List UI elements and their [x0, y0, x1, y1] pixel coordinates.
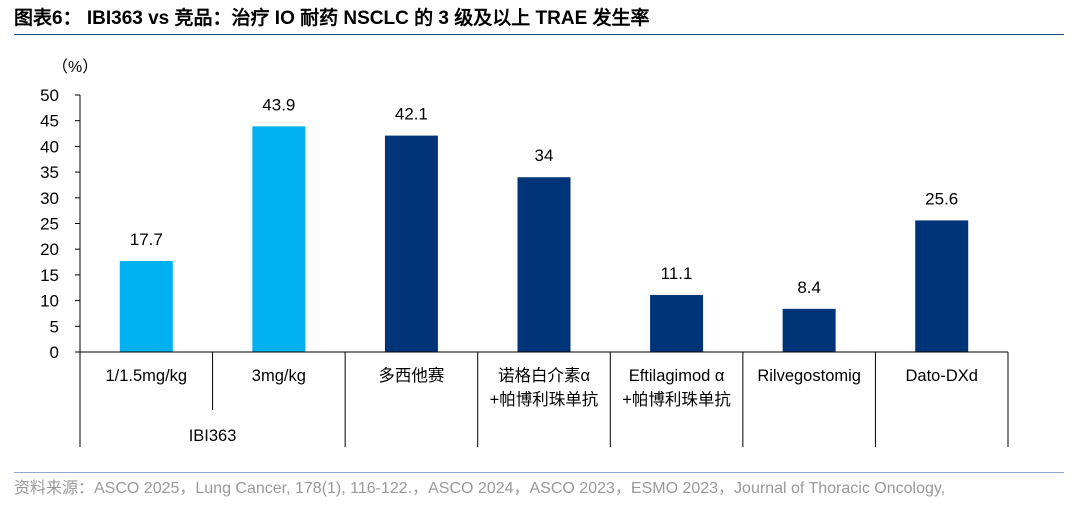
y-tick-label: 30 [40, 189, 59, 208]
source-note: 资料来源：ASCO 2025，Lung Cancer, 178(1), 116-… [14, 480, 946, 497]
bar-6 [782, 308, 836, 352]
y-tick-label: 50 [40, 86, 59, 105]
group-label: IBI363 [189, 427, 237, 445]
category-label-5: +帕博利珠单抗 [622, 390, 731, 409]
bar-2 [252, 126, 306, 352]
bar-chart: （%） 0 5 10 15 20 25 30 35 40 45 50 17.7 43.9 42.1 34 11… [40, 58, 1009, 447]
y-tick-label: 20 [40, 240, 59, 259]
category-label-4: +帕博利珠单抗 [490, 390, 599, 409]
y-tick-label: 15 [40, 266, 59, 285]
category-label-2: 3mg/kg [252, 367, 306, 385]
value-label-6: 8.4 [797, 278, 821, 297]
y-tick-label: 5 [50, 317, 59, 336]
category-label-7: Dato-DXd [905, 367, 977, 385]
y-tick-label: 10 [40, 292, 59, 311]
value-label-1: 17.7 [130, 230, 163, 249]
category-label-5: Eftilagimod α [629, 367, 725, 385]
category-label-1: 1/1.5mg/kg [105, 367, 187, 385]
title-divider [14, 34, 1064, 35]
y-tick-label: 40 [40, 137, 59, 156]
bar-7 [915, 220, 969, 352]
value-label-2: 43.9 [262, 95, 295, 114]
bars [119, 126, 969, 352]
value-label-4: 34 [535, 146, 554, 165]
y-tick-label: 25 [40, 215, 59, 234]
y-axis: （%） 0 5 10 15 20 25 30 35 40 45 50 [40, 58, 98, 362]
bar-5 [650, 294, 704, 352]
value-label-7: 25.6 [925, 189, 958, 208]
x-axis: 1/1.5mg/kg 3mg/kg 多西他赛 诺格白介素α +帕博利珠单抗 Eftilag… [79, 351, 1009, 447]
y-tick-label: 0 [50, 343, 59, 362]
y-unit-label: （%） [52, 58, 98, 76]
category-label-4: 诺格白介素α [498, 366, 591, 385]
y-tick-label: 35 [40, 163, 59, 182]
bar-4 [517, 177, 571, 352]
y-tick-label: 45 [40, 112, 59, 131]
category-label-3: 多西他赛 [378, 365, 444, 385]
source-divider [14, 472, 1064, 473]
bar-3 [384, 135, 438, 352]
value-label-5: 11.1 [661, 264, 693, 283]
category-label-6: Rilvegostomig [757, 367, 861, 385]
bar-1 [119, 261, 173, 352]
value-label-3: 42.1 [395, 105, 428, 124]
chart-title: 图表6： IBI363 vs 竞品：治疗 IO 耐药 NSCLC 的 3 级及以… [14, 8, 650, 29]
value-labels: 17.7 43.9 42.1 34 11.1 8.4 25.6 [130, 95, 959, 296]
